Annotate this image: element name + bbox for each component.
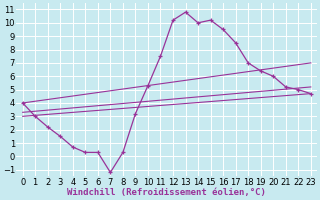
X-axis label: Windchill (Refroidissement éolien,°C): Windchill (Refroidissement éolien,°C) [67,188,266,197]
